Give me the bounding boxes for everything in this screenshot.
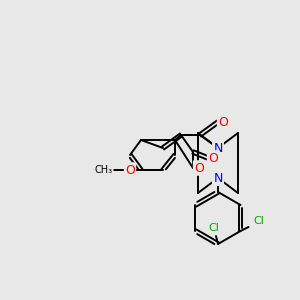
Text: O: O (125, 164, 135, 176)
Text: N: N (213, 172, 223, 184)
Text: CH₃: CH₃ (95, 165, 113, 175)
Text: N: N (213, 142, 223, 154)
Text: O: O (194, 161, 204, 175)
Text: N: N (213, 172, 223, 184)
Text: Cl: Cl (208, 223, 219, 233)
Text: Cl: Cl (253, 216, 264, 226)
Text: O: O (208, 152, 218, 164)
Text: O: O (218, 116, 228, 128)
